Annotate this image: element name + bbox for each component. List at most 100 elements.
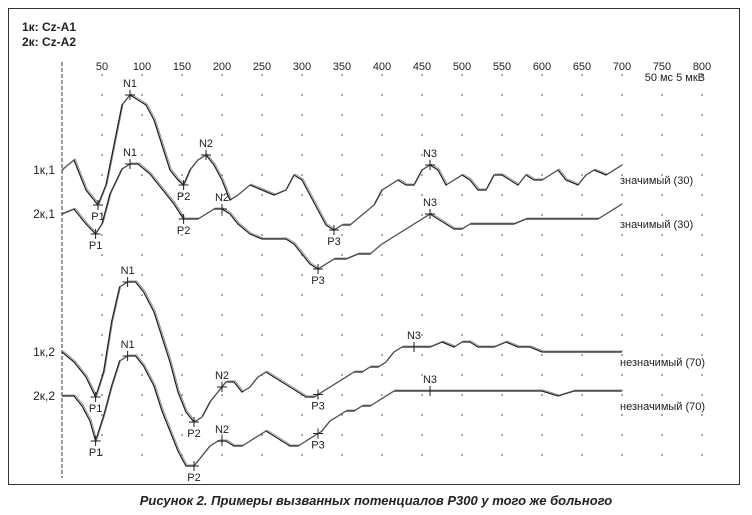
grid-dot (621, 274, 623, 276)
grid-dot (301, 334, 303, 336)
grid-dot (541, 314, 543, 316)
grid-dot (301, 374, 303, 376)
grid-dot (101, 414, 103, 416)
grid-dot (581, 234, 583, 236)
grid-dot (661, 394, 663, 396)
grid-dot (261, 354, 263, 356)
grid-dot (541, 234, 543, 236)
grid-dot (461, 374, 463, 376)
grid-dot (701, 374, 703, 376)
grid-dot (581, 94, 583, 96)
grid-dot (541, 214, 543, 216)
grid-dot (461, 294, 463, 296)
grid-dot (461, 434, 463, 436)
grid-dot (661, 294, 663, 296)
grid-dot (381, 414, 383, 416)
grid-dot (381, 234, 383, 236)
grid-dot (581, 414, 583, 416)
significance-label: незначимый (70) (620, 357, 705, 369)
peak-label: N3 (407, 330, 421, 342)
grid-dot (221, 414, 223, 416)
grid-dot (141, 94, 143, 96)
peak-label: N1 (121, 339, 135, 351)
grid-dot (621, 354, 623, 356)
grid-dot (181, 354, 183, 356)
grid-dot (301, 234, 303, 236)
grid-dot (301, 74, 303, 76)
x-tick-label: 800 (693, 61, 711, 73)
grid-dot (501, 294, 503, 296)
peak-label: P2 (187, 428, 200, 440)
grid-dot (141, 454, 143, 456)
grid-dot (341, 114, 343, 116)
grid-dot (141, 154, 143, 156)
grid-dot (661, 174, 663, 176)
grid-dot (461, 134, 463, 136)
grid-dot (621, 154, 623, 156)
grid-dot (261, 114, 263, 116)
grid-dot (501, 94, 503, 96)
grid-dot (701, 294, 703, 296)
grid-dot (421, 234, 423, 236)
grid-dot (701, 394, 703, 396)
x-tick-label: 400 (373, 61, 391, 73)
grid-dot (141, 234, 143, 236)
grid-dot (261, 414, 263, 416)
x-tick-label: 350 (333, 61, 351, 73)
trace-row: 1к,1 P1 N1 P2 N2 P3 N3 значимый (30) (33, 78, 693, 248)
trace-label: 1к,2 (33, 345, 55, 359)
grid-dot (101, 214, 103, 216)
grid-dot (701, 194, 703, 196)
peak-label: N1 (123, 147, 137, 159)
grid-dot (541, 414, 543, 416)
grid-dot (501, 354, 503, 356)
peak-label: N3 (423, 374, 437, 386)
trace-line (61, 281, 622, 423)
grid-dot (101, 114, 103, 116)
grid-dot (541, 134, 543, 136)
grid-dot (581, 454, 583, 456)
trace-row: 2к,2 P1 N1 P2 N2 P3 N3 незначимый (70) (33, 339, 705, 484)
grid-dot (461, 454, 463, 456)
grid-dot (221, 394, 223, 396)
x-tick-label: 550 (493, 61, 511, 73)
grid-dot (341, 314, 343, 316)
grid-dot (501, 114, 503, 116)
grid-dot (421, 134, 423, 136)
grid-dot (461, 154, 463, 156)
grid-dot (421, 274, 423, 276)
peak-label: P1 (89, 240, 102, 252)
grid-dot (461, 114, 463, 116)
grid-dot (381, 434, 383, 436)
grid-dot (661, 454, 663, 456)
grid-dot (101, 254, 103, 256)
grid-dot (621, 414, 623, 416)
grid-dot (381, 174, 383, 176)
grid-dot (221, 354, 223, 356)
grid-dot (261, 254, 263, 256)
grid-dot (141, 134, 143, 136)
grid-dot (541, 174, 543, 176)
grid-dot (261, 94, 263, 96)
peak-label: P1 (89, 403, 102, 415)
grid-dot (381, 94, 383, 96)
grid-dot (341, 454, 343, 456)
grid-dot (701, 314, 703, 316)
grid-dot (581, 334, 583, 336)
grid-dot (541, 154, 543, 156)
grid-dot (501, 454, 503, 456)
trace-line-overlay (62, 280, 624, 422)
grid-dot (581, 174, 583, 176)
grid-dot (341, 194, 343, 196)
grid-dot (661, 214, 663, 216)
grid-dot (341, 274, 343, 276)
grid-dot (661, 254, 663, 256)
grid-dot (421, 254, 423, 256)
grid-dot (301, 354, 303, 356)
grid-dot (181, 254, 183, 256)
grid-dot (581, 374, 583, 376)
grid-dot (221, 314, 223, 316)
grid-dot (461, 234, 463, 236)
grid-dot (261, 274, 263, 276)
